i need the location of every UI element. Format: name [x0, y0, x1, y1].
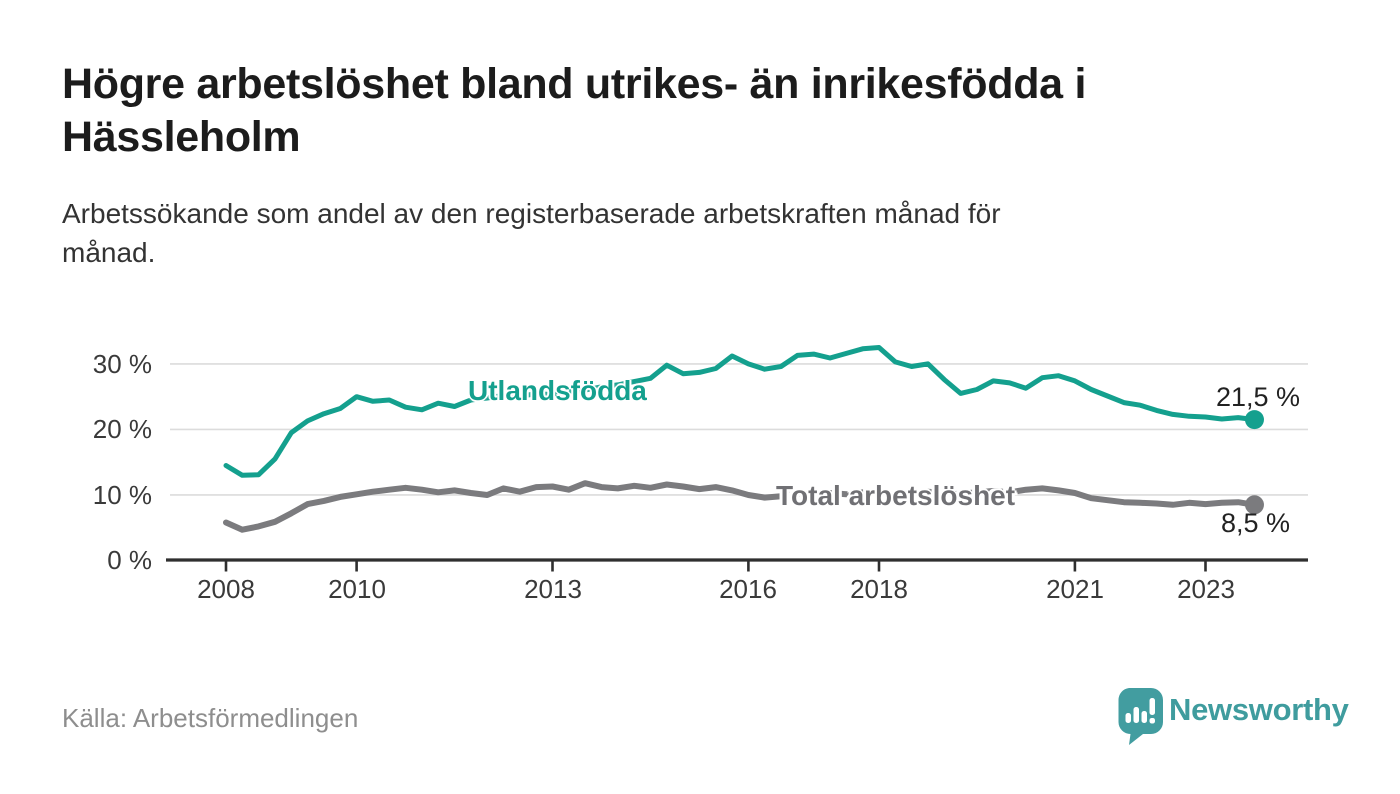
- source-note: Källa: Arbetsförmedlingen: [62, 703, 359, 733]
- series-line-total-arbetsl-shet: [223, 480, 1258, 533]
- y-tick-label-0: 0 %: [107, 545, 152, 575]
- series-label-utlandsfodda: Utlandsfödda: [468, 375, 647, 406]
- x-tick-label-2013: 2013: [524, 574, 582, 604]
- logo-exclaim-dot: [1149, 718, 1155, 724]
- y-tick-label-20: 20 %: [92, 414, 152, 444]
- brand-name: Newsworthy: [1169, 692, 1349, 727]
- series-line-utlandsf-dda: [223, 345, 1257, 478]
- newsworthy-logo-icon: [1118, 688, 1163, 745]
- logo-bar-3: [1141, 711, 1147, 723]
- end-value-label-utlandsfodda: 21,5 %: [1215, 382, 1300, 412]
- x-tick-label-2008: 2008: [197, 574, 255, 604]
- x-tick-label-2023: 2023: [1177, 574, 1235, 604]
- y-tick-label-10: 10 %: [92, 480, 152, 510]
- logo-exclaim-stem: [1149, 698, 1155, 715]
- series-end-dot-utlandsf-dda: [1244, 410, 1264, 430]
- x-tick-label-2021: 2021: [1046, 574, 1104, 604]
- x-tick-label-2016: 2016: [719, 574, 777, 604]
- page-title: Högre arbetslöshet bland utrikes- än inr…: [62, 60, 1087, 162]
- end-value-label-total: 8,5 %: [1220, 508, 1290, 538]
- series-end-dot-total-arbetsl-shet: [1244, 495, 1264, 515]
- x-tick-label-2010: 2010: [328, 574, 386, 604]
- series-label-total-arbetsloshet: Total arbetslöshet: [776, 480, 1016, 511]
- page-subtitle: Arbetssökande som andel av den registerb…: [62, 198, 1001, 269]
- logo-bar-2: [1133, 707, 1139, 723]
- logo-bubble: [1118, 688, 1163, 745]
- y-tick-label-30: 30 %: [92, 349, 152, 379]
- logo-bar-1: [1125, 713, 1131, 723]
- x-tick-label-2018: 2018: [850, 574, 908, 604]
